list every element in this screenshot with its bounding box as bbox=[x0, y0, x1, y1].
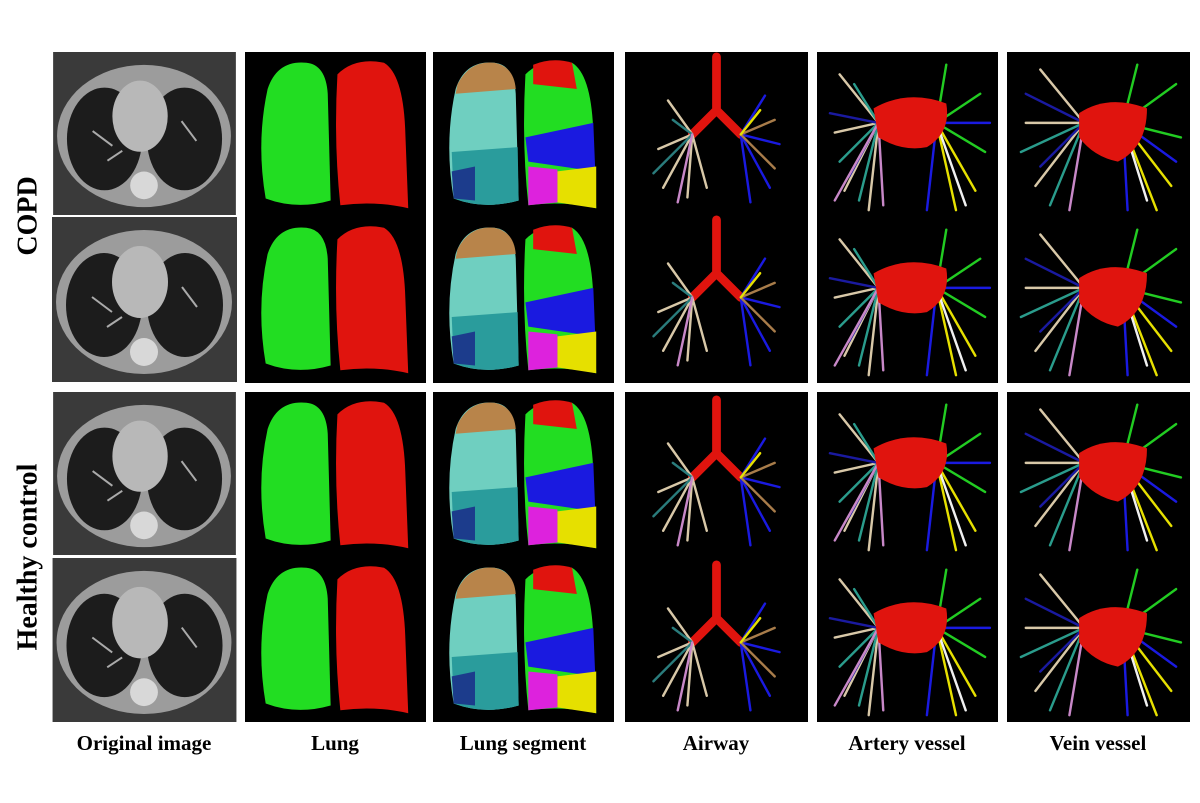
column-label: Lung segment bbox=[460, 731, 587, 755]
row-label: COPD bbox=[12, 176, 43, 255]
column-label: Original image bbox=[77, 731, 212, 755]
column-label: Artery vessel bbox=[848, 731, 965, 755]
row-label: Healthy control bbox=[12, 463, 43, 650]
column-label: Lung bbox=[311, 731, 359, 755]
column-label: Vein vessel bbox=[1050, 731, 1147, 755]
column-label: Airway bbox=[683, 731, 750, 755]
